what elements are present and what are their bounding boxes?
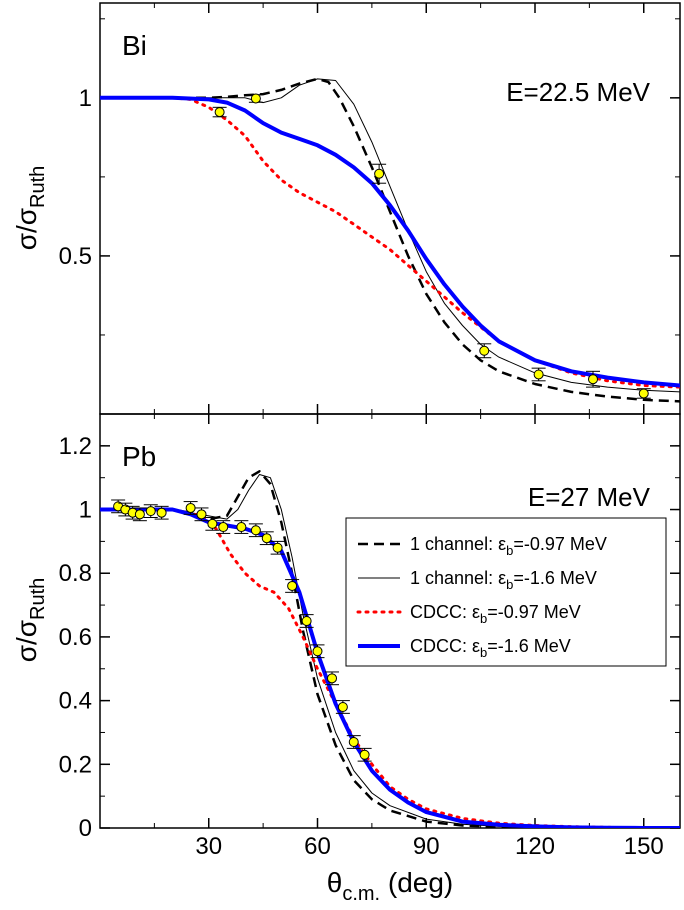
data-point — [196, 509, 207, 520]
data-point — [301, 616, 312, 626]
data-point — [236, 522, 247, 533]
legend-entry-cdcc-097: CDCC: εb=-0.97 MeV — [356, 602, 581, 626]
data-point — [312, 646, 323, 657]
x-tick-label: 90 — [413, 833, 440, 860]
y-tick-label: 0.4 — [59, 688, 92, 715]
data-point — [250, 93, 261, 104]
data-point — [348, 737, 359, 748]
legend: 1 channel: εb=-0.97 MeV 1 channel: εb=-1… — [345, 517, 667, 667]
data-point — [156, 507, 167, 518]
data-point — [214, 107, 225, 118]
panel-label: Pb — [122, 441, 156, 472]
y-tick-label: 1.2 — [59, 433, 92, 460]
legend-entry-1channel-16: 1 channel: εb=-1.6 MeV — [358, 568, 597, 592]
series-line-thick — [100, 95, 680, 388]
series-line-thin — [100, 78, 680, 393]
data-point — [134, 509, 145, 520]
x-tick-label: 30 — [195, 833, 222, 860]
panel-pb: 30 60 90 120 150 0 0.2 0.4 0.6 0.8 1 1.2 Pb E=27 MeV — [59, 413, 681, 860]
data-point — [218, 522, 229, 533]
y-tick-label: 0.5 — [59, 243, 92, 270]
plot-frame — [99, 413, 681, 829]
data-point — [479, 345, 490, 356]
y-tick-label: 0.6 — [59, 624, 92, 651]
y-tick-label: 1 — [79, 85, 92, 112]
data-point — [327, 673, 337, 684]
y-axis-title-bottom: σ/σRuth — [11, 578, 49, 663]
legend-label-3: CDCC: εb=-0.97 MeV — [410, 602, 581, 626]
x-tick-label: 150 — [624, 833, 664, 860]
data-point — [359, 749, 370, 760]
data-point — [145, 506, 156, 517]
panel-label: Bi — [122, 30, 147, 61]
data-point — [638, 388, 649, 399]
y-tick-label: 0.8 — [59, 560, 92, 587]
legend-label-2: 1 channel: εb=-1.6 MeV — [410, 568, 597, 592]
y-tick-label: 0.2 — [59, 751, 92, 778]
y-tick-label: 0 — [79, 815, 92, 842]
legend-frame — [345, 517, 667, 667]
legend-label-4: CDCC: εb=-1.6 MeV — [410, 636, 571, 660]
data-point — [185, 502, 196, 513]
y-tick-label: 1 — [79, 497, 92, 524]
series-group — [100, 77, 680, 403]
data-point — [337, 701, 348, 712]
legend-label-1: 1 channel: εb=-0.97 MeV — [410, 534, 607, 558]
data-point — [287, 580, 298, 591]
energy-label: E=22.5 MeV — [506, 77, 650, 107]
y-axis-title-top: σ/σRuth — [11, 166, 49, 251]
series-line-dotted — [100, 508, 680, 828]
data-point — [374, 168, 385, 179]
data-point — [533, 369, 544, 380]
data-point — [272, 542, 283, 553]
data-point — [250, 525, 261, 536]
energy-label: E=27 MeV — [528, 482, 651, 512]
x-axis-title: θc.m. (deg) — [327, 867, 454, 905]
x-tick-label: 60 — [304, 833, 331, 860]
series-line-dotted — [100, 96, 680, 389]
series-line-dashed — [100, 77, 680, 403]
data-point — [588, 374, 598, 385]
legend-entry-1channel-097: 1 channel: εb=-0.97 MeV — [358, 534, 607, 558]
panel-bi: 0.5 1 Bi E=22.5 MeV — [59, 2, 681, 415]
x-tick-label: 120 — [515, 833, 555, 860]
legend-entry-cdcc-16: CDCC: εb=-1.6 MeV — [358, 636, 571, 660]
data-point — [261, 533, 272, 544]
data-point — [207, 518, 218, 529]
